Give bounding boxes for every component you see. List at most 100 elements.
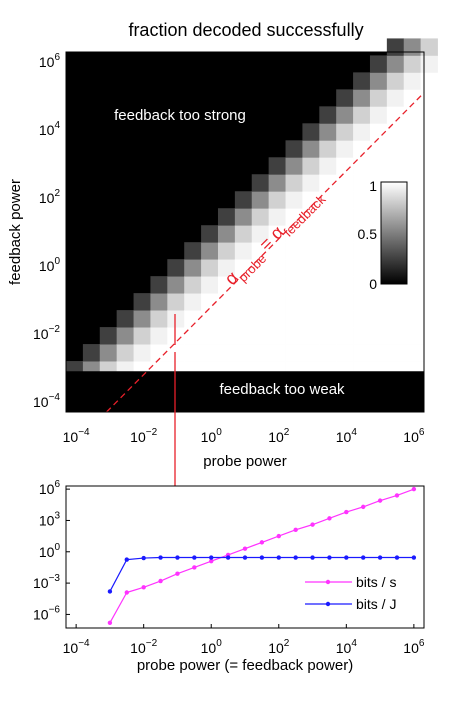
heatmap-cell	[403, 259, 422, 277]
data-point-bits-s	[327, 516, 332, 521]
heatmap-cell	[251, 191, 270, 209]
heatmap-cell	[268, 191, 286, 209]
heatmap-cell	[201, 327, 219, 345]
heatmap-cell	[285, 276, 303, 294]
data-point-bits-j	[141, 555, 146, 561]
heatmap-cell	[184, 242, 202, 260]
heatmap-x-tick-label: 102	[268, 427, 290, 445]
line-x-tick-label-exp: −2	[146, 638, 158, 649]
line-x-tick-label-base: 10	[336, 640, 352, 656]
data-point-bits-s	[141, 585, 146, 590]
heatmap-cell	[133, 293, 151, 311]
heatmap-cell	[336, 123, 354, 141]
heatmap-x-tick-label: 106	[403, 427, 425, 445]
heatmap-x-tick-label: 10−2	[130, 427, 157, 445]
heatmap-y-tick-label-exp: 6	[54, 52, 60, 63]
heatmap-cell	[336, 310, 354, 328]
heatmap-cell	[353, 225, 371, 243]
heatmap-x-tick-label: 100	[201, 427, 223, 445]
heatmap-cell	[336, 344, 354, 362]
heatmap-cell	[217, 293, 236, 311]
heatmap-cell	[167, 276, 185, 294]
heatmap-cell	[133, 327, 151, 345]
heatmap-y-tick-label-base: 10	[33, 326, 49, 342]
heatmap-cell	[184, 310, 202, 328]
line-y-tick-label-base: 10	[33, 575, 49, 591]
heatmap-cell	[403, 123, 422, 141]
heatmap-cell	[420, 191, 438, 209]
heatmap-cell	[369, 72, 388, 90]
heatmap-cell	[217, 276, 236, 294]
data-point-bits-j	[107, 589, 113, 594]
heatmap-cell	[285, 140, 303, 158]
heatmap-cell	[420, 38, 438, 56]
heatmap-cell	[251, 293, 270, 311]
heatmap-cell	[336, 157, 354, 175]
heatmap-plot: 10−4 10−2 100 102 104 106 10−410−210010210410…	[33, 38, 438, 445]
heatmap-cell	[99, 327, 118, 345]
heatmap-cell	[336, 225, 354, 243]
heatmap-cell	[251, 174, 270, 192]
heatmap-cell	[369, 140, 388, 158]
heatmap-cell	[251, 225, 270, 243]
heatmap-cell	[217, 327, 236, 345]
line-y-tick-label-base: 10	[39, 544, 55, 560]
heatmap-x-tick-label-base: 10	[336, 429, 352, 445]
heatmap-cell	[319, 344, 337, 362]
heatmap-cell	[420, 174, 438, 192]
heatmap-cell	[234, 310, 253, 328]
heatmap-cell	[99, 344, 118, 362]
heatmap-cell	[268, 276, 286, 294]
heatmap-cell	[353, 174, 371, 192]
heatmap-cell	[167, 310, 185, 328]
data-point-bits-j	[344, 555, 349, 560]
line-x-tick-label: 10−4	[63, 638, 90, 656]
colorbar-tick-half: 0.5	[358, 226, 378, 242]
heatmap-cell	[251, 310, 270, 328]
heatmap-cell	[420, 327, 438, 345]
data-point-bits-j	[394, 555, 400, 560]
heatmap-y-tick-label: 104	[39, 120, 61, 138]
heatmap-cell	[403, 140, 422, 158]
heatmap-cell	[201, 276, 219, 294]
heatmap-cell	[353, 293, 371, 311]
line-y-tick-label: 10−3	[33, 573, 60, 591]
heatmap-cell	[217, 208, 236, 226]
heatmap-title: fraction decoded successfully	[128, 20, 363, 40]
heatmap-y-tick-label-exp: −4	[49, 392, 61, 403]
heatmap-cell	[353, 310, 371, 328]
heatmap-cell	[217, 310, 236, 328]
heatmap-cell	[386, 38, 405, 56]
heatmap-cell	[386, 140, 405, 158]
heatmap-cell	[386, 72, 405, 90]
heatmap-cell	[268, 242, 286, 260]
heatmap-cell	[302, 259, 320, 277]
heatmap-y-tick-label: 100	[39, 256, 61, 274]
line-y-tick-label-base: 10	[33, 606, 49, 622]
data-point-bits-j	[259, 555, 265, 560]
heatmap-cell	[302, 208, 320, 226]
data-point-bits-s	[259, 540, 265, 545]
heatmap-cell	[353, 208, 371, 226]
heatmap-cell	[116, 344, 134, 362]
heatmap-cell	[201, 259, 219, 277]
heatmap-cell	[285, 191, 303, 209]
heatmap-y-tick-label-base: 10	[39, 190, 55, 206]
heatmap-cell	[386, 157, 405, 175]
heatmap-cell	[268, 293, 286, 311]
data-point-bits-s	[310, 522, 315, 527]
heatmap-cell	[420, 123, 438, 141]
line-x-tick-label: 106	[403, 638, 425, 656]
heatmap-cell	[234, 208, 253, 226]
data-point-bits-j	[310, 555, 315, 560]
line-x-label: probe power (= feedback power)	[137, 657, 353, 674]
heatmap-y-tick-label-base: 10	[39, 54, 55, 70]
data-point-bits-j	[327, 555, 332, 560]
heatmap-cell	[319, 327, 337, 345]
heatmap-cell	[251, 344, 270, 362]
heatmap-frame	[65, 51, 425, 413]
heatmap-cell	[386, 55, 405, 73]
heatmap-cell	[319, 191, 337, 209]
line-x-tick-label-exp: 2	[284, 638, 290, 649]
